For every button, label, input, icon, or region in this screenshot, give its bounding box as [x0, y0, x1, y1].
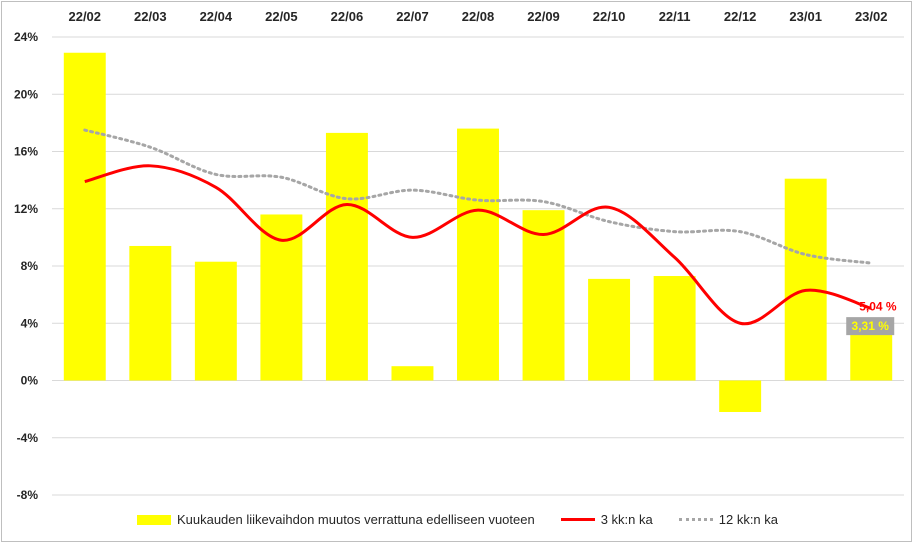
x-tick-label: 22/04: [200, 9, 233, 24]
x-tick-label: 22/10: [593, 9, 626, 24]
line-12kk-ka: [83, 128, 873, 265]
legend-label-3kk: 3 kk:n ka: [600, 512, 653, 527]
legend-item-bars: Kuukauden liikevaihdon muutos verrattuna…: [136, 512, 535, 527]
bar: [260, 214, 303, 381]
x-tick-label: 22/06: [331, 9, 364, 24]
bar: [522, 210, 565, 381]
bar: [719, 380, 762, 412]
x-tick-label: 23/01: [789, 9, 822, 24]
x-tick-label: 22/07: [396, 9, 429, 24]
x-tick-label: 22/12: [724, 9, 757, 24]
legend: Kuukauden liikevaihdon muutos verrattuna…: [0, 512, 915, 527]
bar: [784, 178, 827, 381]
y-tick-label: 0%: [21, 374, 39, 388]
y-tick-label: -8%: [17, 488, 39, 502]
y-tick-label: -4%: [17, 431, 39, 445]
x-tick-label: 22/09: [527, 9, 560, 24]
y-tick-label: 20%: [14, 87, 38, 101]
data-label-bar: 3,31 %: [852, 319, 890, 333]
bar: [653, 276, 696, 381]
x-tick-label: 22/08: [462, 9, 495, 24]
line-3kk-ka: [84, 164, 872, 326]
bar: [63, 52, 106, 381]
bar: [129, 245, 172, 381]
x-tick-label: 22/02: [68, 9, 101, 24]
legend-label-bars: Kuukauden liikevaihdon muutos verrattuna…: [176, 512, 535, 527]
bar: [194, 261, 237, 381]
data-label-bg: [846, 317, 895, 336]
bar: [850, 333, 893, 381]
legend-item-12kk: 12 kk:n ka: [678, 512, 779, 527]
bar: [391, 366, 434, 381]
legend-label-12kk: 12 kk:n ka: [718, 512, 779, 527]
data-label-3kk: 5,04 %: [859, 299, 897, 313]
x-tick-label: 23/02: [855, 9, 888, 24]
legend-swatch-12kk: [678, 518, 713, 521]
y-tick-label: 16%: [14, 145, 38, 159]
x-tick-label: 22/11: [659, 9, 691, 24]
bar: [325, 132, 368, 381]
bar: [457, 128, 499, 381]
bar: [588, 278, 631, 381]
y-tick-label: 4%: [21, 316, 39, 330]
legend-swatch-3kk: [560, 518, 595, 521]
y-tick-label: 24%: [14, 30, 38, 44]
legend-swatch-bars: [136, 514, 171, 525]
legend-item-3kk: 3 kk:n ka: [560, 512, 653, 527]
x-tick-label: 22/03: [134, 9, 167, 24]
y-tick-label: 8%: [21, 259, 39, 273]
y-tick-label: 12%: [14, 202, 38, 216]
x-tick-label: 22/05: [265, 9, 298, 24]
